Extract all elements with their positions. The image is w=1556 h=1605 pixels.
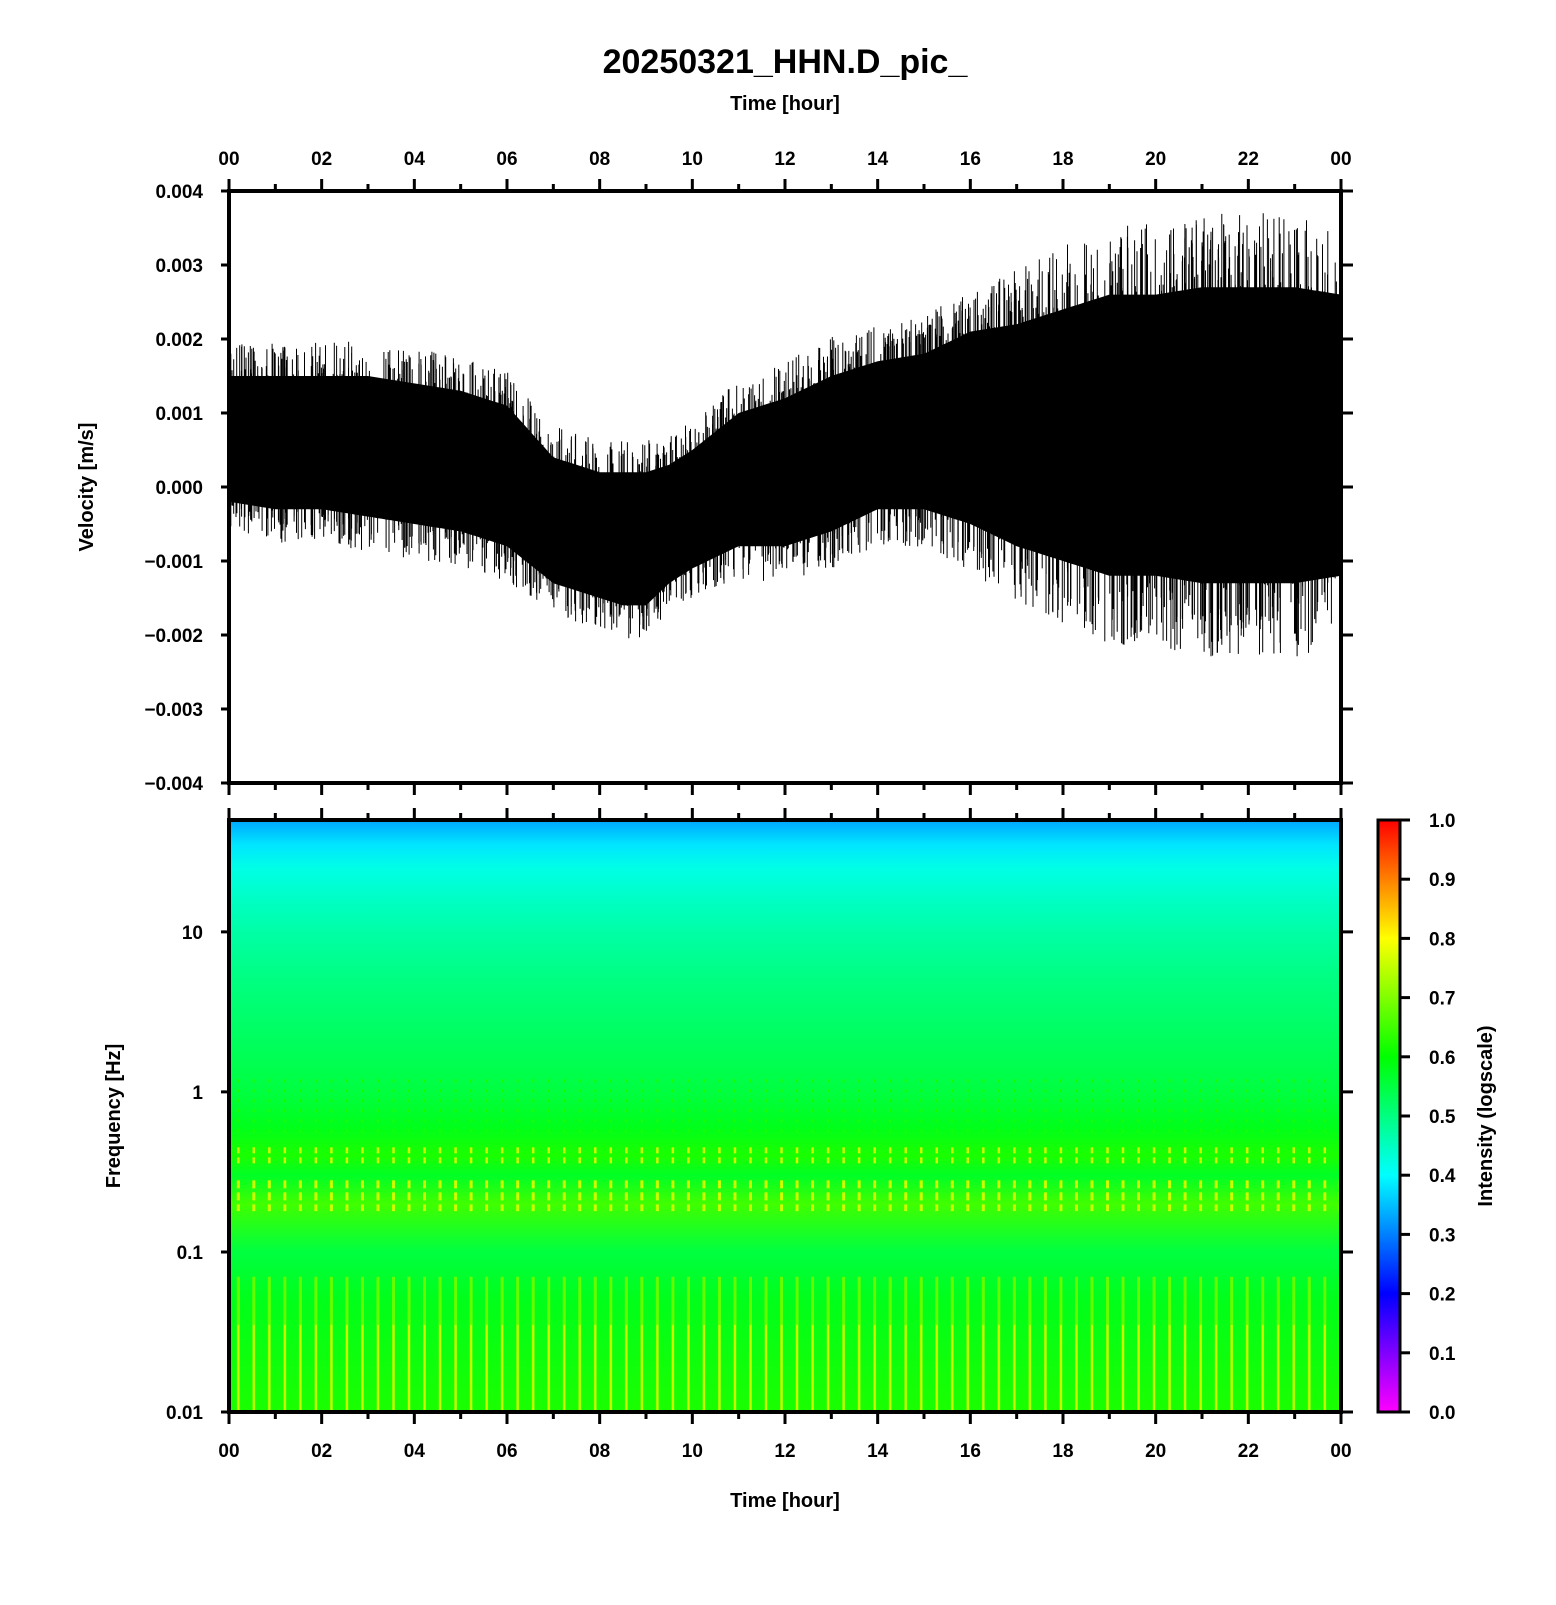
bottom-y-axis-label: Frequency [Hz] bbox=[103, 1044, 125, 1188]
colorbar-tick-label: 0.5 bbox=[1429, 1107, 1456, 1128]
top-y-tick-label: 0.000 bbox=[155, 478, 203, 499]
colorbar-tick-label: 0.6 bbox=[1429, 1048, 1455, 1069]
top-y-tick-label: 0.002 bbox=[155, 330, 203, 351]
top-y-tick-label: 0.003 bbox=[155, 256, 203, 277]
bottom-x-tick-label: 18 bbox=[1052, 1441, 1073, 1462]
bottom-x-tick-label: 14 bbox=[867, 1441, 889, 1462]
bottom-x-tick-label: 22 bbox=[1238, 1441, 1259, 1462]
colorbar-tick-label: 0.4 bbox=[1429, 1166, 1456, 1187]
top-x-tick-label: 08 bbox=[589, 149, 610, 170]
waveform-plot bbox=[227, 189, 1343, 785]
bottom-x-tick-label: 00 bbox=[218, 1441, 239, 1462]
colorbar-tick-label: 1.0 bbox=[1429, 811, 1455, 832]
top-x-tick-label: 00 bbox=[218, 149, 239, 170]
bottom-y-tick-label: 0.01 bbox=[166, 1403, 203, 1424]
spectrogram-image bbox=[229, 820, 1341, 1412]
bottom-x-tick-label: 00 bbox=[1330, 1441, 1351, 1462]
top-x-tick-label: 20 bbox=[1145, 149, 1166, 170]
colorbar-tick-label: 0.8 bbox=[1429, 929, 1455, 950]
colorbar-tick-label: 0.2 bbox=[1429, 1285, 1455, 1306]
colorbar-gradient bbox=[1376, 818, 1402, 1414]
bottom-x-tick-label: 06 bbox=[496, 1441, 517, 1462]
top-y-axis-label: Velocity [m/s] bbox=[76, 423, 98, 552]
top-x-tick-label: 00 bbox=[1330, 149, 1351, 170]
bottom-y-tick-label: 0.1 bbox=[177, 1243, 204, 1264]
colorbar-tick-label: 0.9 bbox=[1429, 870, 1455, 891]
bottom-x-tick-label: 08 bbox=[589, 1441, 610, 1462]
top-x-tick-label: 14 bbox=[867, 149, 889, 170]
top-x-axis-label: Time [hour] bbox=[730, 93, 840, 115]
top-y-tick-label: −0.002 bbox=[144, 626, 203, 647]
top-x-tick-label: 02 bbox=[311, 149, 332, 170]
top-x-tick-label: 18 bbox=[1052, 149, 1073, 170]
spectrogram-plot bbox=[227, 818, 1343, 1414]
bottom-x-tick-label: 02 bbox=[311, 1441, 332, 1462]
bottom-x-tick-label: 12 bbox=[774, 1441, 795, 1462]
top-y-tick-label: −0.001 bbox=[144, 552, 203, 573]
colorbar-tick-label: 0.1 bbox=[1429, 1344, 1456, 1365]
top-x-tick-label: 12 bbox=[774, 149, 795, 170]
spectrogram-stripes bbox=[236, 1079, 1341, 1412]
waveform-envelope bbox=[229, 287, 1341, 606]
top-y-tick-label: −0.003 bbox=[144, 700, 203, 721]
top-x-tick-label: 04 bbox=[404, 149, 426, 170]
top-x-tick-label: 22 bbox=[1238, 149, 1259, 170]
bottom-x-axis-label: Time [hour] bbox=[730, 1490, 840, 1512]
chart-title: 20250321_HHN.D_pic_ bbox=[603, 43, 969, 81]
top-x-tick-label: 06 bbox=[496, 149, 517, 170]
top-y-tick-label: 0.001 bbox=[155, 404, 203, 425]
top-y-tick-label: −0.004 bbox=[144, 774, 203, 795]
top-x-tick-label: 10 bbox=[682, 149, 703, 170]
colorbar-tick-label: 0.0 bbox=[1429, 1403, 1455, 1424]
bottom-y-tick-label: 10 bbox=[182, 923, 203, 944]
top-x-tick-label: 16 bbox=[960, 149, 981, 170]
bottom-y-tick-label: 1 bbox=[192, 1083, 203, 1104]
bottom-x-tick-label: 20 bbox=[1145, 1441, 1166, 1462]
bottom-x-tick-label: 16 bbox=[960, 1441, 981, 1462]
colorbar-tick-label: 0.7 bbox=[1429, 989, 1455, 1010]
bottom-x-tick-label: 04 bbox=[404, 1441, 426, 1462]
colorbar bbox=[1376, 818, 1402, 1414]
axis-ticks: 00 00 02 02 04 04 06 06 08 08 10 10 12 12 14 14 16 16 18 18… bbox=[144, 149, 1456, 1462]
bottom-x-tick-label: 10 bbox=[682, 1441, 703, 1462]
top-y-tick-label: 0.004 bbox=[155, 182, 203, 203]
colorbar-tick-label: 0.3 bbox=[1429, 1225, 1455, 1246]
colorbar-label: Intensity (logscale) bbox=[1475, 1025, 1497, 1206]
